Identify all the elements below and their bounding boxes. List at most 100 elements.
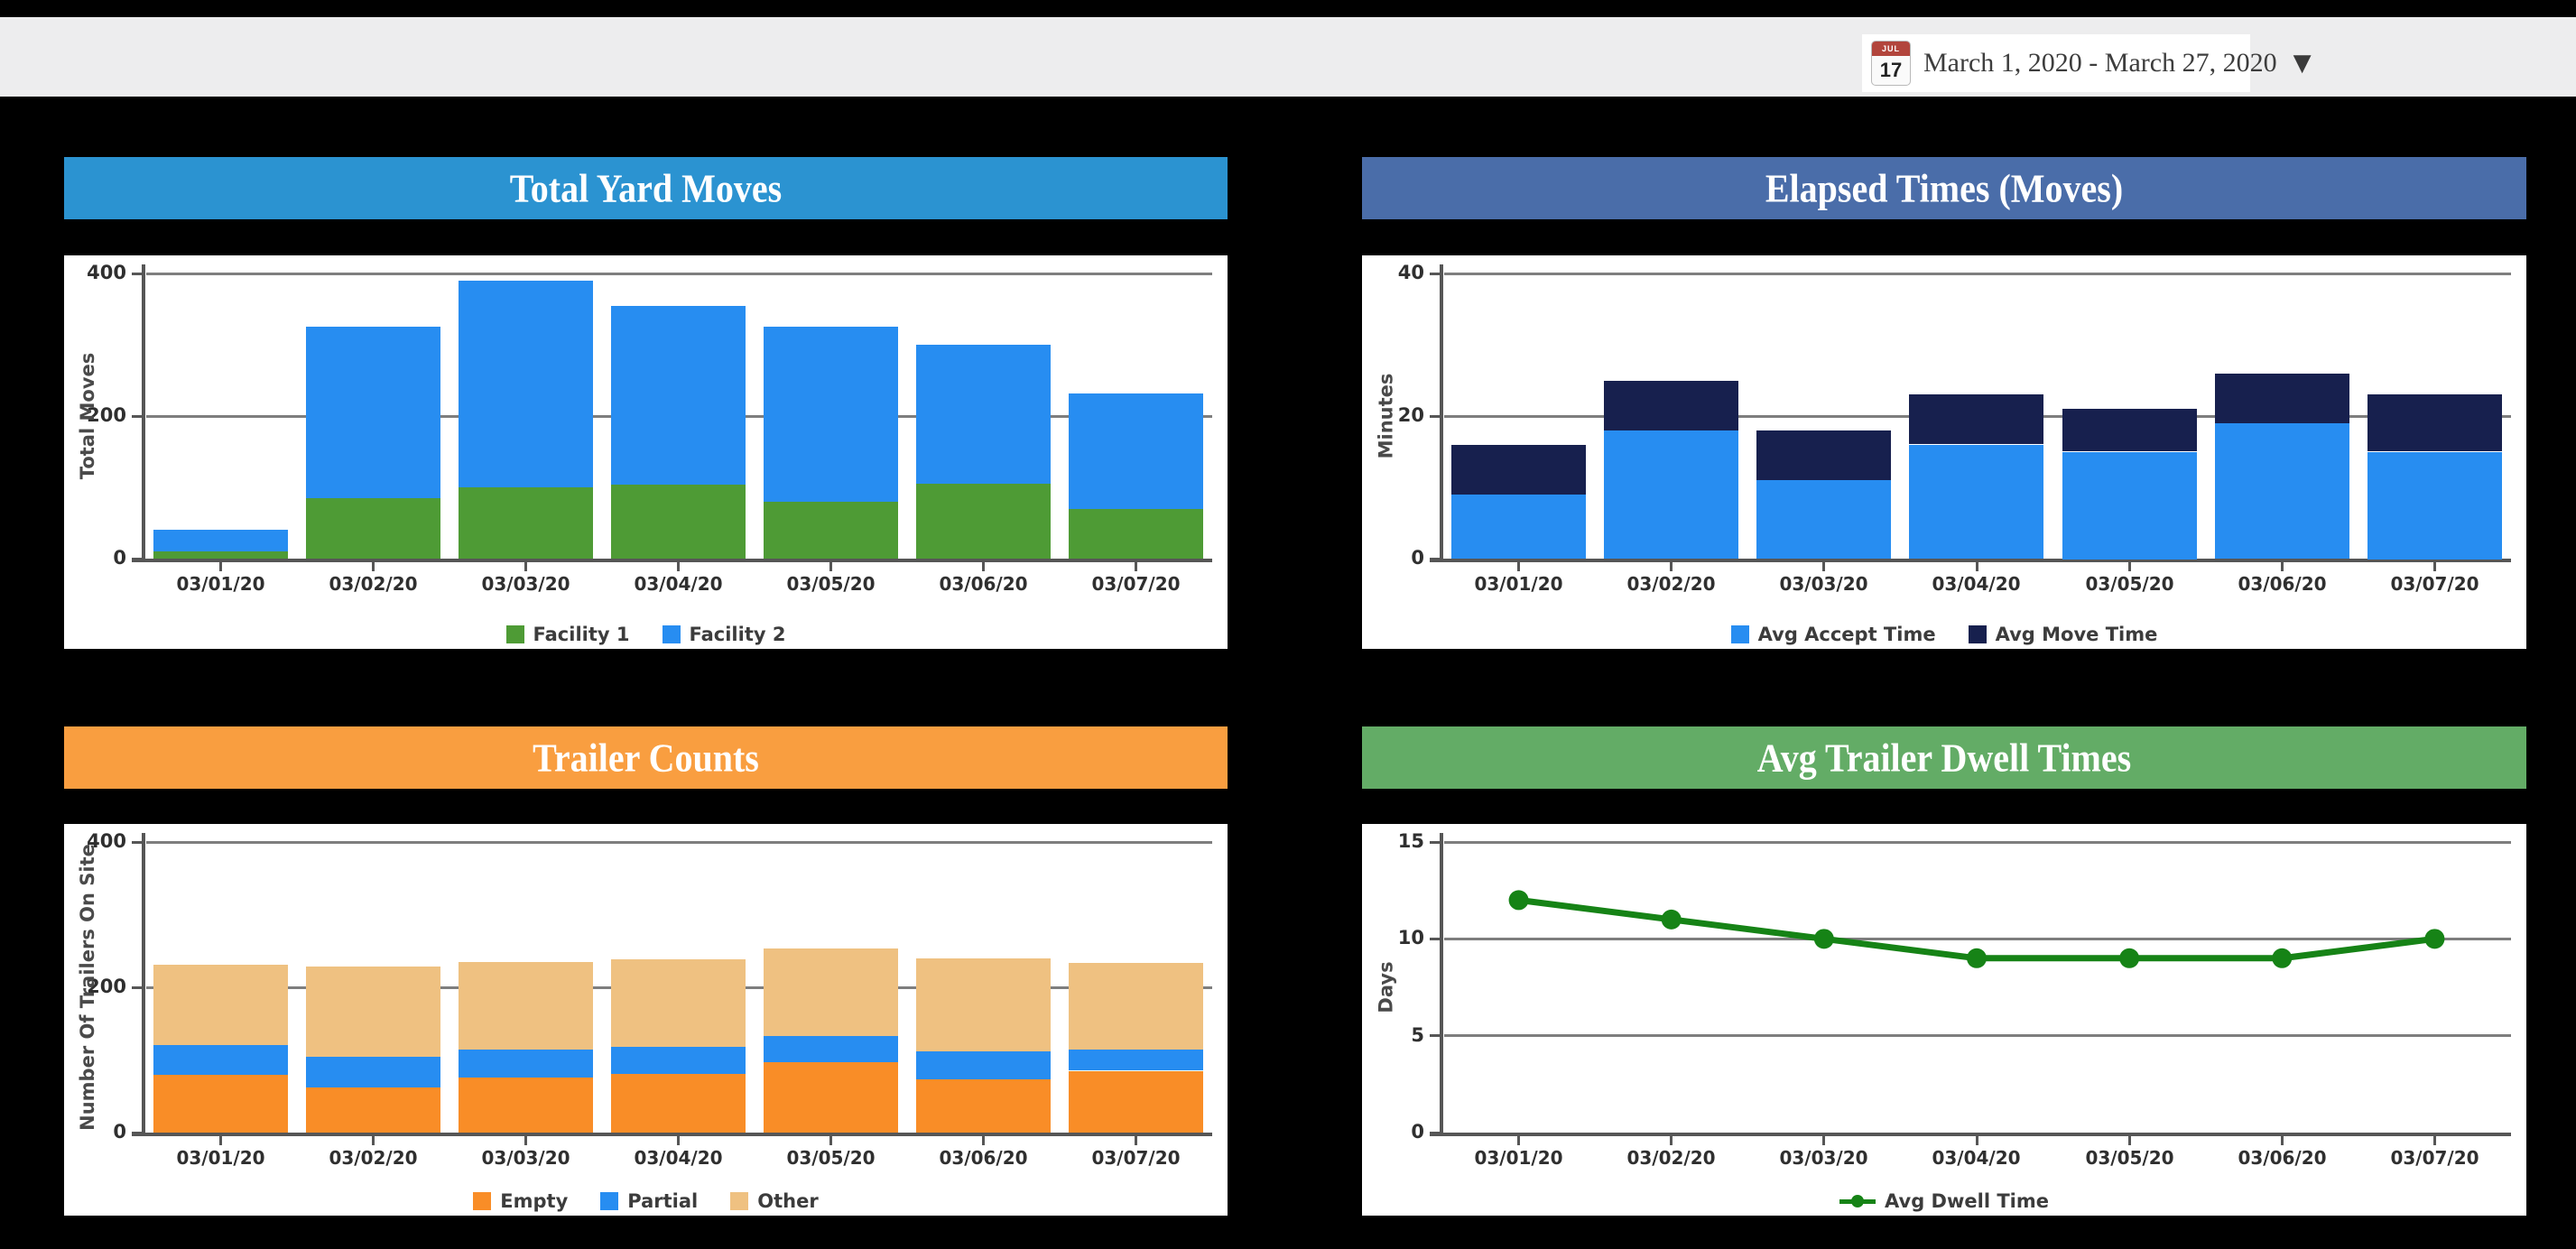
gridline [1444,841,2511,844]
chart-legend: Empty Partial Other [64,1190,1228,1212]
x-tick [982,562,985,571]
bar-segment [764,327,898,502]
gridline [146,841,1212,844]
data-point [1508,890,1529,911]
chart-title-bar: Total Yard Moves [64,157,1228,219]
legend-swatch [1968,625,1987,643]
bar-segment [1909,394,2043,444]
legend-item: Partial [600,1190,698,1212]
y-tick [132,986,144,989]
bar-segment [2062,409,2197,451]
y-axis-line [1440,833,1443,1133]
chart-plot-area: 0 20 40 Minutes 03/01/20 03/02/20 03/03/20 03/0… [1362,255,2526,649]
bar-segment [611,484,746,559]
gridline [1444,938,2511,940]
x-tick-label: 03/04/20 [1932,1147,2021,1169]
y-tick-label: 200 [87,976,126,997]
x-tick-label: 03/06/20 [2238,1147,2327,1169]
chart-title: Total Yard Moves [509,165,783,211]
gridline [146,273,1212,275]
data-point [2272,948,2293,968]
bar-segment [1909,445,2043,559]
x-tick [677,562,680,571]
legend-label: Other [757,1190,819,1212]
x-tick-label: 03/04/20 [1932,573,2021,595]
x-tick-label: 03/02/20 [329,573,418,595]
date-range-picker[interactable]: JUL 17 March 1, 2020 - March 27, 2020 ▼ [1862,34,2312,92]
legend-item: Facility 1 [505,624,630,645]
y-tick-label: 400 [87,262,126,283]
x-tick [677,1136,680,1145]
bar-segment [1604,381,1738,430]
x-tick [1517,562,1520,571]
bar-segment [153,530,288,551]
bar-segment [916,1079,1051,1133]
x-tick-label: 03/05/20 [786,1147,876,1169]
y-tick [132,841,144,844]
y-tick-label: 5 [1411,1024,1424,1046]
bar-segment [2368,394,2502,451]
bar-segment [916,345,1051,484]
bar-segment [306,1087,440,1133]
chart-plot-area: 0 200 400 Total Moves 03/01/20 03/02/20 03/03/… [64,255,1228,649]
bar-segment [153,965,288,1045]
x-tick-label: 03/03/20 [481,1147,570,1169]
x-tick [524,562,527,571]
bar-segment [153,1075,288,1133]
data-point [2119,948,2140,968]
panel-avg-dwell-times: Avg Trailer Dwell Times 0 5 10 15 Days 03/01/… [1362,726,2526,1216]
y-tick [1430,415,1442,418]
y-tick-label: 15 [1397,830,1424,852]
y-tick-label: 20 [1397,404,1424,426]
legend-label: Empty [500,1190,569,1212]
legend-swatch [1730,625,1749,643]
bar-segment [764,948,898,1036]
bar-segment [611,1074,746,1133]
y-tick-label: 0 [113,1121,126,1143]
y-tick [132,415,144,418]
legend-label: Avg Dwell Time [1885,1190,2049,1212]
x-tick-label: 03/02/20 [1626,1147,1716,1169]
legend-label: Avg Move Time [1995,624,2158,645]
bar-segment [459,487,593,559]
chart-plot-area: 0 200 400 Number Of Trailers On Site 03/01/2… [64,824,1228,1216]
legend-swatch [662,625,681,643]
legend-swatch [505,625,524,643]
bar-segment [916,1051,1051,1079]
bar-segment [916,958,1051,1051]
y-axis-line [142,833,145,1133]
y-axis-label: Total Moves [77,352,99,480]
chart-title-bar: Avg Trailer Dwell Times [1362,726,2526,789]
legend-label: Facility 2 [689,624,786,645]
x-tick [829,1136,832,1145]
x-tick [1670,562,1673,571]
x-tick [1976,562,1978,571]
x-axis-line [132,559,1212,562]
x-tick-label: 03/07/20 [2390,573,2479,595]
bar-segment [459,1078,593,1133]
x-tick [829,562,832,571]
bar-segment [916,484,1051,559]
y-axis-line [1440,264,1443,559]
y-tick [132,273,144,275]
x-tick-label: 03/02/20 [1626,573,1716,595]
chart-title: Avg Trailer Dwell Times [1756,735,2132,781]
x-tick-label: 03/06/20 [939,1147,1028,1169]
chevron-down-icon[interactable]: ▼ [2293,50,2312,77]
x-axis-line [1430,1133,2511,1136]
x-tick-label: 03/03/20 [1779,1147,1868,1169]
x-tick [2433,562,2436,571]
bar-segment [306,327,440,498]
bar-segment [611,959,746,1047]
legend-swatch [730,1192,749,1210]
y-tick [1430,273,1442,275]
bar-segment [2062,452,2197,560]
x-tick [372,1136,375,1145]
y-tick [1430,938,1442,940]
chart-plot-area: 0 5 10 15 Days 03/01/20 03/02/20 03/03/20 03/04/… [1362,824,2526,1216]
y-tick-label: 10 [1397,927,1424,948]
y-tick-label: 200 [87,404,126,426]
bar-segment [306,1056,440,1087]
bar-segment [459,1050,593,1078]
calendar-icon: JUL 17 [1871,41,1911,86]
